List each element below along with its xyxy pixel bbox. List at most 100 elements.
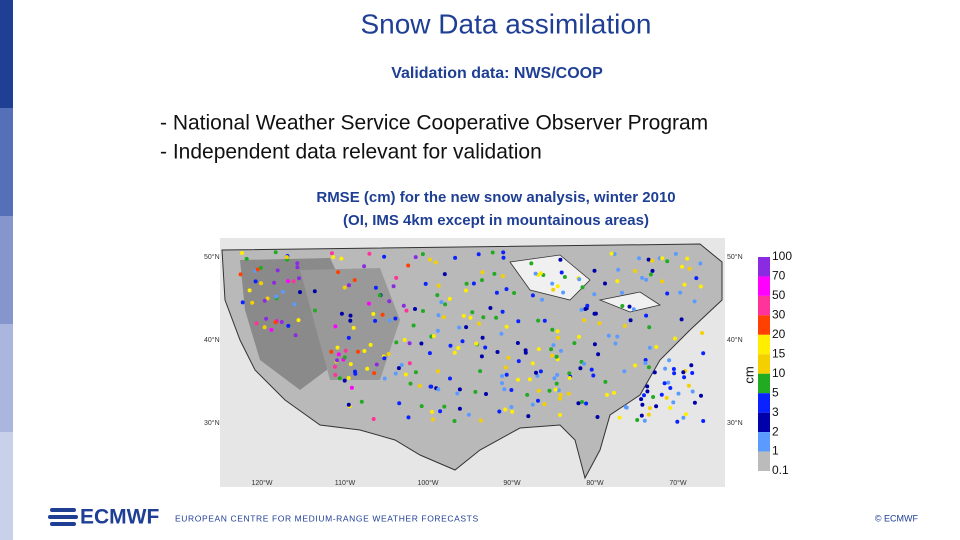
station-dot bbox=[456, 346, 461, 350]
logo: ECMWF bbox=[48, 506, 159, 529]
station-dot bbox=[457, 406, 462, 411]
station-dot bbox=[606, 333, 611, 338]
station-dot bbox=[640, 275, 645, 280]
station-dot bbox=[312, 289, 317, 294]
colorbar-label: 15 bbox=[772, 346, 786, 360]
station-dot bbox=[471, 281, 476, 286]
station-dot bbox=[336, 270, 341, 275]
station-dot bbox=[453, 255, 458, 260]
station-dot bbox=[497, 409, 502, 414]
station-dot bbox=[567, 371, 572, 376]
station-dot bbox=[452, 350, 457, 355]
station-dot bbox=[510, 409, 515, 414]
organisation: EUROPEAN CENTRE FOR MEDIUM-RANGE WEATHER… bbox=[175, 513, 479, 523]
station-dot bbox=[333, 372, 338, 377]
station-dot bbox=[403, 372, 408, 377]
station-dot bbox=[495, 350, 500, 354]
station-dot bbox=[490, 250, 495, 255]
station-dot bbox=[436, 387, 441, 392]
station-dot bbox=[551, 343, 556, 348]
station-dot bbox=[331, 255, 336, 260]
colorbar-label: 30 bbox=[772, 308, 786, 322]
caption: (OI, IMS 4km except in mountainous areas… bbox=[343, 212, 649, 229]
lat-label: 40°N bbox=[727, 336, 743, 344]
colorbar-label: 10 bbox=[772, 366, 786, 380]
station-dot bbox=[613, 341, 618, 346]
station-dot bbox=[428, 384, 433, 389]
station-dot bbox=[592, 292, 597, 297]
station-dot bbox=[438, 409, 443, 414]
station-dot bbox=[620, 304, 625, 308]
station-dot bbox=[483, 345, 488, 350]
station-dot bbox=[413, 370, 418, 375]
station-dot bbox=[500, 374, 504, 378]
station-dot bbox=[295, 265, 300, 270]
station-dot bbox=[347, 283, 351, 288]
colorbar-label: 20 bbox=[772, 327, 786, 341]
station-dot bbox=[474, 341, 479, 346]
station-dot bbox=[342, 378, 347, 383]
station-dot bbox=[447, 296, 452, 301]
station-dot bbox=[401, 303, 406, 308]
subtitle: Validation data: NWS/COOP bbox=[391, 65, 603, 82]
colorbar-cell bbox=[758, 295, 770, 316]
station-dot bbox=[439, 300, 444, 305]
station-dot bbox=[650, 258, 655, 263]
station-dot bbox=[500, 309, 505, 314]
station-dot bbox=[690, 371, 695, 375]
station-dot bbox=[372, 371, 377, 376]
station-dot bbox=[622, 323, 627, 328]
station-dot bbox=[499, 331, 504, 336]
colorbar-label: 1 bbox=[772, 444, 779, 458]
station-dot bbox=[578, 366, 583, 371]
station-dot bbox=[589, 367, 594, 372]
station-dot bbox=[346, 402, 351, 407]
station-dot bbox=[534, 370, 538, 375]
title: Snow Data assimilation bbox=[360, 8, 651, 39]
station-dot bbox=[473, 389, 478, 394]
station-dot bbox=[413, 255, 418, 260]
station-dot bbox=[382, 254, 387, 259]
station-dot bbox=[348, 362, 353, 367]
station-dot bbox=[525, 392, 530, 397]
colorbar-label: 3 bbox=[772, 405, 779, 419]
station-dot bbox=[423, 281, 428, 286]
station-dot bbox=[678, 290, 683, 295]
station-dot bbox=[427, 257, 432, 262]
station-dot bbox=[680, 264, 684, 269]
lon-label: 90°W bbox=[503, 479, 521, 487]
station-dot bbox=[365, 366, 370, 371]
station-dot bbox=[689, 363, 694, 368]
colorbar-cell bbox=[758, 334, 770, 355]
station-dot bbox=[478, 418, 483, 423]
station-dot bbox=[349, 385, 354, 390]
station-dot bbox=[264, 316, 269, 321]
station-dot bbox=[701, 351, 706, 356]
station-dot bbox=[352, 278, 357, 283]
station-dot bbox=[413, 307, 417, 311]
station-dot bbox=[650, 268, 655, 273]
station-dot bbox=[362, 264, 367, 269]
station-dot bbox=[262, 298, 267, 303]
station-dot bbox=[535, 373, 540, 378]
colorbar-label: 50 bbox=[772, 288, 786, 302]
station-dot bbox=[687, 266, 692, 271]
station-dot bbox=[431, 334, 436, 339]
station-dot bbox=[353, 371, 358, 376]
station-dot bbox=[479, 354, 484, 359]
station-dot bbox=[337, 376, 342, 381]
station-dot bbox=[551, 287, 556, 292]
station-dot bbox=[523, 350, 528, 355]
station-dot bbox=[654, 345, 659, 349]
station-dot bbox=[651, 395, 656, 399]
station-dot bbox=[291, 279, 296, 284]
station-dot bbox=[683, 412, 688, 417]
station-dot bbox=[631, 307, 636, 312]
colorbar-cell bbox=[758, 354, 770, 374]
station-dot bbox=[393, 316, 398, 321]
station-dot bbox=[617, 415, 622, 420]
station-dot bbox=[333, 324, 338, 329]
station-dot bbox=[572, 341, 577, 346]
station-dot bbox=[399, 363, 404, 367]
station-dot bbox=[561, 290, 566, 295]
